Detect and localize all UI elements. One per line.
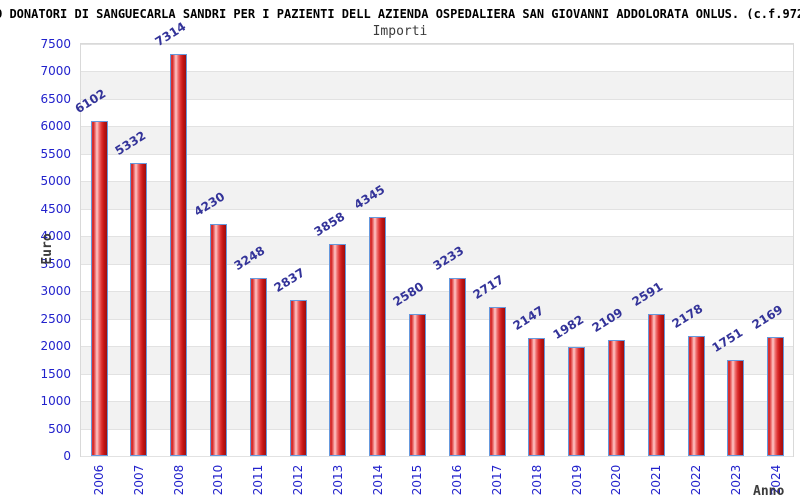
y-tick-label: 5500 bbox=[40, 146, 71, 161]
y-tick-label: 3500 bbox=[40, 256, 71, 271]
gridline bbox=[81, 456, 793, 457]
bar-2017 bbox=[488, 306, 506, 456]
bar-2014 bbox=[369, 217, 387, 456]
bar-2021 bbox=[647, 313, 665, 456]
x-tick-label-2019: 2019 bbox=[569, 464, 584, 496]
bar-2015 bbox=[408, 314, 426, 456]
x-tick-label-2011: 2011 bbox=[251, 464, 266, 496]
x-tick-label-2018: 2018 bbox=[529, 464, 544, 496]
bar-2012 bbox=[289, 300, 307, 456]
page-title-text: O DONATORI DI SANGUECARLA SANDRI PER I P… bbox=[0, 7, 800, 19]
y-tick-label: 2000 bbox=[40, 339, 71, 354]
plot-band bbox=[81, 291, 793, 319]
gridline bbox=[81, 99, 793, 100]
plot-band bbox=[81, 126, 793, 154]
x-tick-label-2020: 2020 bbox=[609, 464, 624, 496]
plot-band bbox=[81, 98, 793, 127]
gridline bbox=[81, 209, 793, 210]
x-tick-label-2006: 2006 bbox=[92, 464, 106, 496]
plot-band bbox=[81, 181, 793, 209]
bar-2018 bbox=[528, 338, 546, 456]
bar-2022 bbox=[687, 336, 705, 456]
x-tick-label-2007: 2007 bbox=[131, 464, 146, 496]
plot-band bbox=[81, 236, 793, 264]
plot-band bbox=[81, 346, 793, 374]
x-tick-label-2013: 2013 bbox=[330, 464, 345, 496]
bar-2010 bbox=[209, 223, 227, 456]
x-tick-label-2023: 2023 bbox=[728, 464, 743, 496]
x-tick-label-2012: 2012 bbox=[291, 464, 305, 496]
gridline bbox=[81, 346, 793, 347]
x-tick-label-2008: 2008 bbox=[171, 464, 186, 496]
gridline bbox=[81, 236, 793, 237]
y-tick-label: 2500 bbox=[40, 311, 71, 326]
gridline bbox=[81, 429, 793, 430]
bar-2020 bbox=[607, 340, 625, 456]
x-tick-label-2014: 2014 bbox=[370, 464, 385, 496]
gridline bbox=[81, 154, 793, 155]
y-tick-label: 7500 bbox=[40, 37, 71, 51]
y-axis-title: Euro bbox=[40, 233, 55, 265]
plot-band bbox=[81, 428, 793, 456]
bar-2006 bbox=[90, 120, 108, 456]
plot-band bbox=[81, 71, 793, 99]
plot-band bbox=[81, 153, 793, 182]
gridline bbox=[81, 126, 793, 127]
plot-band bbox=[81, 208, 793, 237]
gridline bbox=[81, 319, 793, 320]
gridline bbox=[81, 44, 793, 45]
gridline bbox=[81, 264, 793, 265]
gridline bbox=[81, 291, 793, 292]
plot-band bbox=[81, 44, 793, 72]
x-tick-label-2021: 2021 bbox=[649, 464, 664, 496]
bar-2019 bbox=[568, 347, 586, 456]
x-axis-title: Anno bbox=[753, 484, 785, 499]
bar-2013 bbox=[329, 244, 347, 456]
y-tick-label: 5000 bbox=[40, 174, 71, 189]
x-tick-label-2015: 2015 bbox=[410, 464, 425, 496]
gridline bbox=[81, 374, 793, 375]
x-tick-label-2016: 2016 bbox=[450, 464, 465, 496]
chart-subtitle: Importi bbox=[372, 24, 428, 39]
x-tick-label-2022: 2022 bbox=[689, 464, 703, 496]
gridline bbox=[81, 71, 793, 72]
plot-band bbox=[81, 263, 793, 292]
bar-2011 bbox=[249, 277, 267, 456]
y-tick-label: 4500 bbox=[40, 201, 71, 216]
y-tick-label: 3000 bbox=[40, 284, 71, 299]
y-tick-label: 500 bbox=[48, 421, 71, 436]
plot-band bbox=[81, 373, 793, 402]
y-tick-label: 6500 bbox=[40, 91, 71, 106]
y-tick-label: 4000 bbox=[40, 229, 71, 244]
gridline bbox=[81, 401, 793, 402]
plot-band bbox=[81, 318, 793, 347]
y-tick-label: 0 bbox=[63, 449, 71, 463]
plot-area: 6102 5332 7314 4230 3248 2837 3858 4345 2580 3233… bbox=[73, 20, 794, 457]
y-tick-label: 7000 bbox=[40, 64, 71, 79]
page-title: O DONATORI DI SANGUECARLA SANDRI PER I P… bbox=[0, 3, 800, 19]
bar-2024 bbox=[767, 336, 785, 456]
bar-2023 bbox=[727, 359, 745, 456]
bar-2007 bbox=[130, 163, 148, 456]
y-tick-label: 1000 bbox=[40, 394, 71, 409]
y-tick-label: 6000 bbox=[40, 119, 71, 134]
bar-2016 bbox=[448, 278, 466, 456]
y-tick-label: 1500 bbox=[40, 366, 71, 381]
plot-band bbox=[81, 401, 793, 429]
gridline bbox=[81, 181, 793, 182]
x-tick-label-2010: 2010 bbox=[211, 464, 226, 496]
bar-2008 bbox=[170, 54, 188, 456]
x-tick-label-2017: 2017 bbox=[490, 464, 504, 496]
